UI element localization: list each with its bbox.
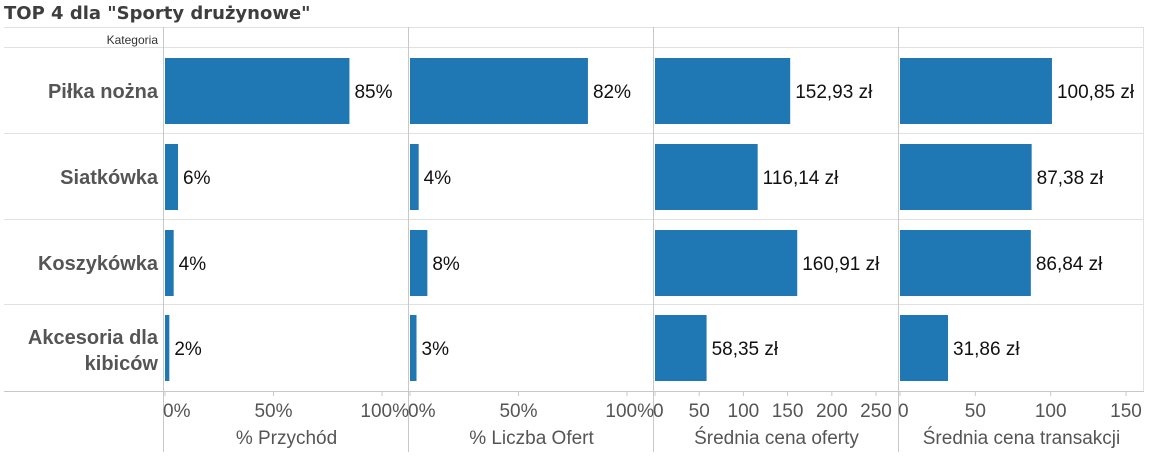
axis-title: Średnia cena oferty: [694, 427, 859, 449]
axis-title: Średnia cena transakcji: [923, 427, 1121, 449]
bar-3-2: [655, 144, 758, 210]
bar-value-label: 6%: [183, 168, 211, 189]
tick-label: 150: [1110, 401, 1142, 422]
bar-2-3: [410, 230, 428, 296]
tick-label: 250: [860, 401, 892, 422]
row-header-label: Kategoria: [107, 33, 159, 47]
tick-label: 200: [816, 401, 848, 422]
category-label: Piłka nożna: [48, 81, 159, 103]
bar-value-label: 4%: [179, 254, 207, 275]
bar-value-label: 152,93 zł: [795, 82, 873, 103]
bar-1-4: [165, 315, 170, 381]
chart-title: TOP 4 dla "Sporty drużynowe": [4, 3, 311, 24]
bar-2-1: [410, 58, 588, 124]
axis-title: % Liczba Ofert: [469, 428, 594, 449]
bar-value-label: 82%: [593, 82, 631, 103]
bar-value-label: 8%: [432, 254, 460, 275]
tick-label: 0: [898, 401, 909, 422]
bar-3-4: [655, 315, 707, 381]
bar-value-label: 100,85 zł: [1057, 82, 1135, 103]
bar-1-3: [165, 230, 174, 296]
tick-label: 50: [689, 401, 710, 422]
tick-label: 50%: [254, 401, 292, 422]
bar-1-2: [165, 144, 179, 210]
bar-4-2: [900, 144, 1032, 210]
bar-3-1: [655, 58, 791, 124]
bar-4-3: [900, 230, 1031, 296]
category-label: Akcesoria dla kibiców: [28, 327, 159, 375]
tick-label: 100: [728, 401, 760, 422]
bar-value-label: 116,14 zł: [763, 168, 839, 189]
category-label: Siatkówka: [60, 167, 159, 189]
tick-label: 100: [1035, 401, 1067, 422]
bar-4-1: [900, 58, 1052, 124]
tick-label: 0%: [408, 401, 436, 422]
bar-value-label: 85%: [354, 82, 392, 103]
bar-value-label: 160,91 zł: [802, 254, 880, 275]
bar-value-label: 31,86 zł: [953, 339, 1020, 360]
tick-label: 100%: [360, 401, 409, 422]
bar-value-label: 58,35 zł: [712, 339, 779, 360]
bar-4-4: [900, 315, 949, 381]
tick-label: 0: [653, 401, 664, 422]
bar-2-4: [410, 315, 417, 381]
tick-label: 150: [772, 401, 804, 422]
bar-value-label: 2%: [174, 339, 202, 360]
bar-2-2: [410, 144, 419, 210]
bar-1-1: [165, 58, 350, 124]
axis-title: % Przychód: [236, 428, 337, 449]
bar-value-label: 87,38 zł: [1037, 168, 1104, 189]
tick-label: 100%: [605, 401, 654, 422]
bar-value-label: 86,84 zł: [1036, 254, 1103, 275]
bar-value-label: 4%: [424, 168, 452, 189]
tick-label: 50: [965, 401, 986, 422]
bar-value-label: 3%: [422, 339, 450, 360]
tick-label: 0%: [163, 401, 191, 422]
bar-3-3: [655, 230, 798, 296]
category-label: Koszykówka: [38, 253, 159, 275]
tick-label: 50%: [499, 401, 537, 422]
